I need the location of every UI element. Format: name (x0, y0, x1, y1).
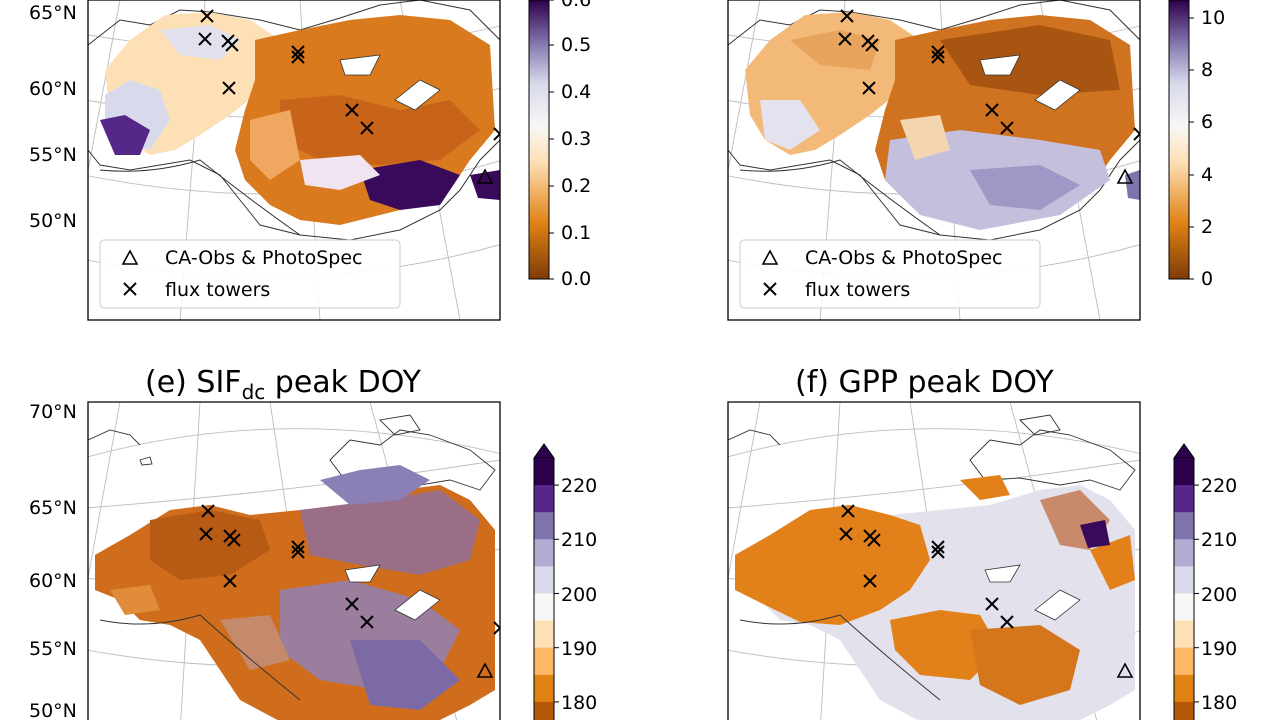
colorbar-tick: 220 (561, 475, 598, 497)
title-main: (e) SIF (145, 365, 242, 400)
lat-label: 55°N (29, 144, 77, 166)
map-frame (87, 0, 501, 321)
colorbar-tick: 8 (1201, 59, 1214, 81)
map-c (87, 0, 501, 321)
panel-f: (f) GPP peak DOY (640, 360, 1280, 720)
colorbar-tick: 180 (561, 692, 598, 714)
colorbar-tick: 0.6 (561, 0, 592, 11)
panel-title: (f) GPP peak DOY (795, 365, 1054, 400)
lat-label: 70°N (29, 401, 77, 423)
colorbar-tick: 190 (561, 638, 598, 660)
colorbar-tick: 6 (1201, 111, 1214, 133)
flux-tower-markers (839, 504, 1014, 629)
colorbar-tick: 0.0 (561, 268, 592, 290)
panel-c: 65°N 60°N 55°N 50°N (0, 0, 640, 330)
lat-label: 60°N (29, 570, 77, 592)
colorbar-d (1168, 0, 1194, 280)
flux-tower-markers (198, 9, 500, 141)
colorbar-bin (1174, 566, 1194, 594)
lat-label: 60°N (29, 78, 77, 100)
colorbar-tick: 210 (1201, 529, 1238, 551)
colorbar-bin (1174, 539, 1194, 567)
flux-tower-markers (199, 504, 500, 635)
colorbar-bin (1174, 458, 1194, 486)
colorbar-bin (534, 674, 554, 703)
colorbar-c (528, 0, 554, 280)
colorbar-tick: 0.3 (561, 128, 592, 150)
colorbar-tick: 0.2 (561, 175, 592, 197)
colorbar-bin (534, 620, 554, 649)
lat-label: 50°N (29, 700, 77, 722)
map-f (727, 401, 1141, 720)
colorbar-tick: 0.1 (561, 222, 592, 244)
colorbar-bin (1174, 674, 1194, 703)
colorbar-tick: 210 (561, 529, 598, 551)
colorbar-bin (1174, 701, 1194, 720)
colorbar-bin (534, 485, 554, 513)
map-frame (727, 0, 1141, 321)
colorbar-bin (1174, 485, 1194, 513)
legend-d (739, 239, 1041, 309)
colorbar-tick: 190 (1201, 638, 1238, 660)
lat-label: 55°N (29, 638, 77, 660)
colorbar-tick: 0 (1201, 268, 1214, 290)
ca-obs-marker (476, 168, 494, 184)
colorbar-tick: 180 (1201, 692, 1238, 714)
colorbar-tick: 200 (561, 584, 598, 606)
panel-e: (e) SIFdc peak DOY 70°N 65°N 60°N 55°N 5… (0, 360, 640, 722)
colorbar-bin (534, 566, 554, 594)
colorbar-bin (1174, 647, 1194, 676)
legend-cross-label: flux towers (165, 279, 271, 301)
map-e (87, 401, 501, 720)
title-subscript: dc (241, 380, 266, 404)
colorbar-bin (534, 647, 554, 676)
map-frame (87, 401, 501, 720)
lat-label: 50°N (29, 210, 77, 232)
map-d (727, 0, 1141, 321)
colorbar-bin (1174, 593, 1194, 622)
legend-cross-label: flux towers (805, 279, 911, 301)
colorbar-e (533, 443, 559, 720)
colorbar-tick: 10 (1201, 7, 1226, 29)
colorbar-bin (534, 593, 554, 622)
colorbar-bin (534, 458, 554, 486)
legend-c (99, 239, 401, 309)
colorbar-tick: 0.5 (561, 34, 592, 56)
legend-triangle-label: CA-Obs & PhotoSpec (805, 247, 1003, 269)
colorbar-tick: 0.4 (561, 81, 592, 103)
colorbar-extend-max (1173, 443, 1195, 459)
colorbar-tick: 4 (1201, 164, 1214, 186)
panel-d: CA-Obs & PhotoSpec flux towers 10 8 6 4 (640, 0, 1280, 330)
colorbar-extend-max (533, 443, 555, 459)
colorbar-bin (534, 512, 554, 540)
lat-label: 65°N (29, 497, 77, 519)
ca-obs-marker (476, 662, 494, 678)
panel-title: (e) SIFdc peak DOY (145, 365, 421, 404)
colorbar-bin (534, 701, 554, 720)
ca-obs-marker (1116, 168, 1134, 184)
colorbar-f (1173, 443, 1199, 720)
flux-tower-markers (838, 9, 1140, 141)
map-frame (727, 401, 1141, 720)
title-suffix: peak DOY (265, 365, 421, 400)
lat-label: 65°N (29, 2, 77, 24)
colorbar-bin (534, 539, 554, 567)
colorbar-bin (1174, 512, 1194, 540)
ca-obs-marker (1116, 662, 1134, 678)
colorbar-tick: 2 (1201, 216, 1214, 238)
legend-triangle-label: CA-Obs & PhotoSpec (165, 247, 363, 269)
colorbar-tick: 220 (1201, 475, 1238, 497)
colorbar-tick: 200 (1201, 584, 1238, 606)
colorbar-bin (1174, 620, 1194, 649)
